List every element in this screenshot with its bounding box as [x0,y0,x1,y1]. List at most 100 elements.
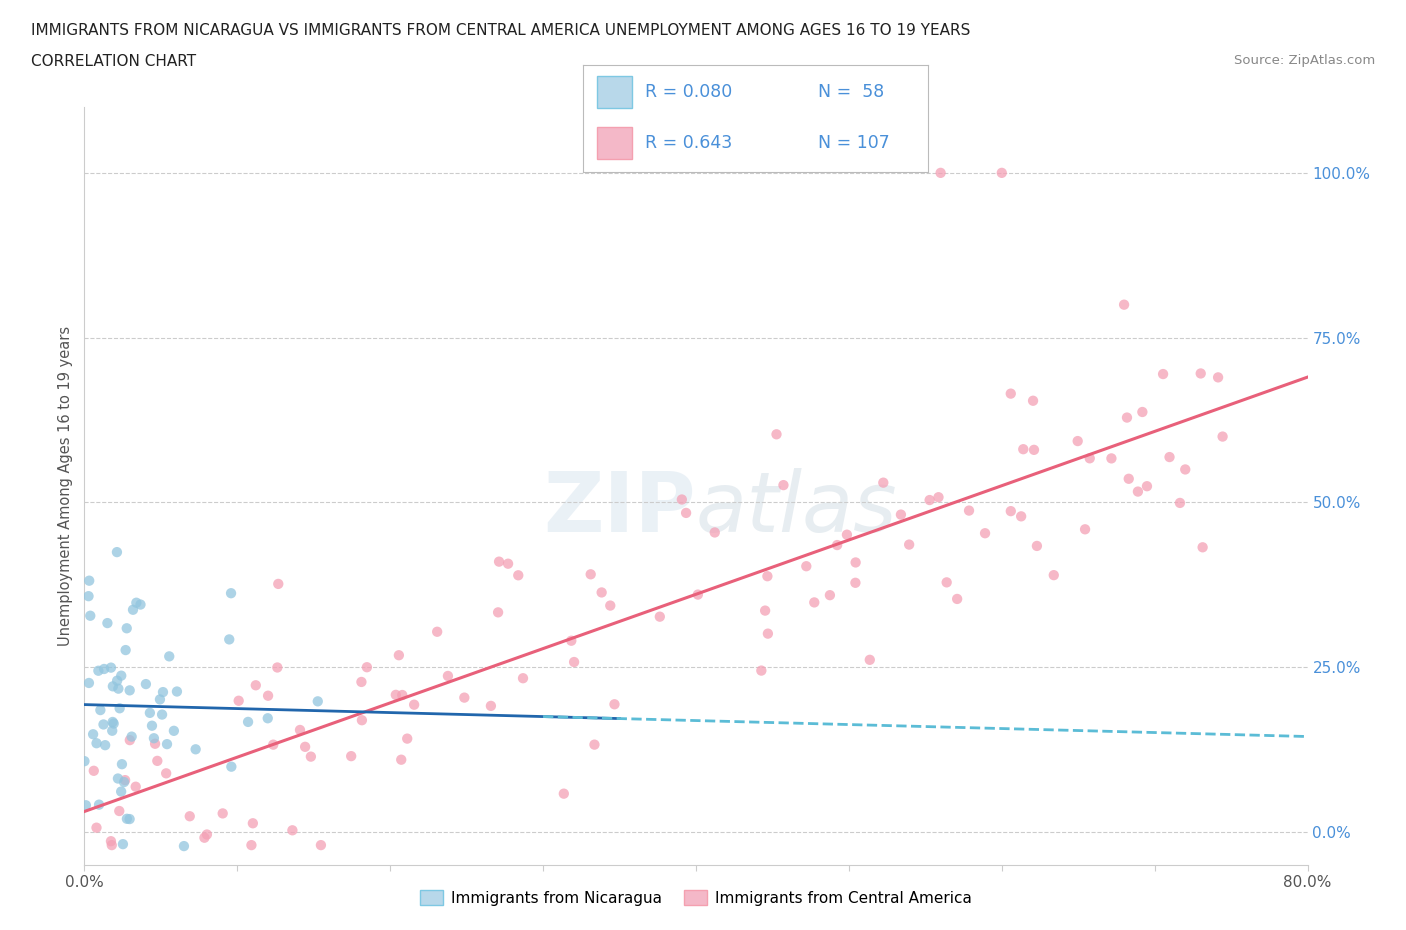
Point [87,797,110,812]
Point [974,525,997,540]
Point [245,678,267,693]
Point [166,684,188,699]
Point [75,798,97,813]
Point [803,595,825,610]
Legend: Immigrants from Nicaragua, Immigrants from Central America: Immigrants from Nicaragua, Immigrants fr… [413,884,979,911]
Point [107,771,129,786]
Point [93,717,115,732]
Point [108,804,131,818]
Point [125,595,148,610]
Point [1025,538,1047,553]
Point [184,742,207,757]
Point [872,475,894,490]
FancyBboxPatch shape [598,127,631,159]
Point [579,567,602,582]
Point [1174,462,1197,477]
Point [77,589,100,604]
Point [1191,539,1213,554]
Point [103,716,125,731]
Point [129,597,152,612]
Point [107,681,129,696]
Point [918,493,941,508]
Y-axis label: Unemployment Among Ages 16 to 19 years: Unemployment Among Ages 16 to 19 years [58,326,73,646]
Point [562,655,585,670]
Point [765,427,787,442]
Point [603,697,626,711]
Point [93,661,115,676]
Point [486,604,509,619]
Point [1066,433,1088,448]
Point [508,568,530,583]
Point [112,775,135,790]
Point [211,806,233,821]
Point [89,703,111,718]
FancyBboxPatch shape [598,76,631,108]
Point [294,739,316,754]
Point [686,587,709,602]
Point [1114,298,1136,312]
Point [1130,405,1153,419]
Point [281,823,304,838]
Point [553,786,575,801]
Point [1000,386,1022,401]
Point [1099,451,1122,466]
Point [219,586,242,601]
Point [388,648,411,663]
Point [648,609,671,624]
Point [142,731,165,746]
Point [105,673,128,688]
Point [890,507,912,522]
Point [496,556,519,571]
Point [898,538,921,552]
Point [266,660,288,675]
Point [100,838,122,853]
Point [86,820,108,835]
Point [146,753,169,768]
Point [101,714,124,729]
Point [139,706,162,721]
Point [218,632,240,647]
Point [488,554,510,569]
Point [935,575,957,590]
Point [118,683,141,698]
Point [599,598,621,613]
Point [396,731,419,746]
Point [404,698,426,712]
Point [426,624,449,639]
Point [835,527,858,542]
Point [1136,479,1159,494]
Point [437,669,460,684]
Point [152,684,174,699]
Point [1042,567,1064,582]
Point [825,538,848,552]
Point [1012,442,1035,457]
Text: R = 0.643: R = 0.643 [645,134,733,153]
Point [1078,451,1101,466]
Point [844,576,866,591]
Text: CORRELATION CHART: CORRELATION CHART [31,54,195,69]
Point [100,834,122,849]
Point [79,608,101,623]
Point [256,711,278,725]
Point [1074,522,1097,537]
Point [101,724,124,738]
Point [114,773,136,788]
Point [179,809,201,824]
Text: ZIP: ZIP [544,468,696,549]
Point [751,663,773,678]
Point [299,750,322,764]
Point [845,555,868,570]
Point [671,492,693,507]
Point [309,838,332,853]
Point [121,729,143,744]
Point [389,752,412,767]
Point [512,671,534,685]
Point [156,737,179,751]
Point [307,694,329,709]
Point [946,591,969,606]
Point [356,659,378,674]
Point [236,714,259,729]
Point [141,718,163,733]
Point [105,545,128,560]
Point [115,811,138,826]
